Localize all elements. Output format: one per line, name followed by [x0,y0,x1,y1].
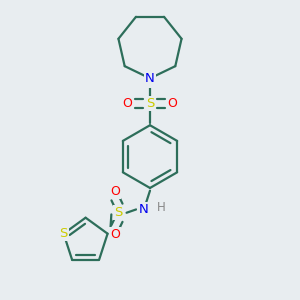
Text: N: N [145,72,155,85]
Text: O: O [167,97,177,110]
Text: N: N [139,203,148,216]
Text: S: S [114,206,123,219]
Text: O: O [110,228,120,241]
Text: H: H [157,201,166,214]
Text: N: N [145,74,155,86]
Text: O: O [123,97,133,110]
Text: S: S [59,227,68,240]
Text: O: O [110,185,120,198]
Text: S: S [146,97,154,110]
